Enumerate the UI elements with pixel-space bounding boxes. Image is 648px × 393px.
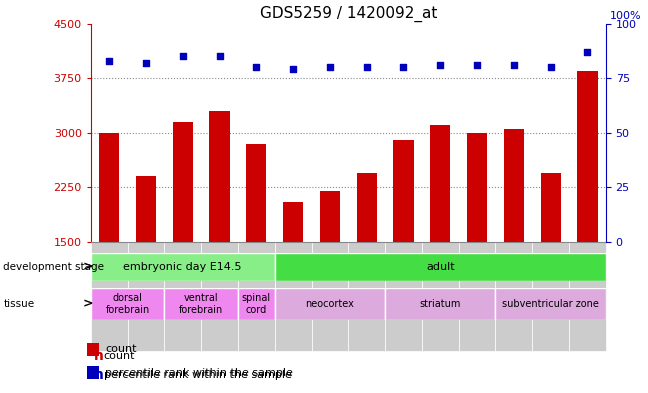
- Text: dorsal
forebrain: dorsal forebrain: [106, 294, 150, 315]
- Bar: [172, 122, 193, 242]
- Title: GDS5259 / 1420092_at: GDS5259 / 1420092_at: [260, 6, 437, 22]
- Point: [178, 53, 188, 59]
- Bar: [209, 111, 229, 242]
- Point: [141, 60, 151, 66]
- Text: 100%: 100%: [610, 11, 642, 21]
- Point: [583, 49, 593, 55]
- Text: spinal
cord: spinal cord: [242, 294, 271, 315]
- Text: embryonic day E14.5: embryonic day E14.5: [124, 262, 242, 272]
- Bar: [283, 202, 303, 242]
- Bar: [91, 242, 128, 351]
- Point: [472, 62, 482, 68]
- Bar: [136, 176, 156, 242]
- Bar: [385, 288, 496, 320]
- Bar: [577, 71, 597, 242]
- Bar: [201, 242, 238, 351]
- Bar: [430, 125, 450, 242]
- Point: [325, 64, 335, 70]
- Bar: [459, 242, 496, 351]
- Bar: [319, 191, 340, 242]
- Text: n: n: [94, 349, 104, 363]
- Bar: [91, 288, 165, 320]
- Bar: [238, 242, 275, 351]
- Point: [509, 62, 519, 68]
- Point: [251, 64, 262, 70]
- Bar: [532, 242, 569, 351]
- Bar: [165, 288, 238, 320]
- Point: [435, 62, 445, 68]
- Bar: [385, 242, 422, 351]
- Text: >: >: [82, 260, 93, 274]
- Bar: [393, 140, 413, 242]
- Point: [546, 64, 556, 70]
- Bar: [275, 288, 385, 320]
- Bar: [312, 242, 348, 351]
- Bar: [496, 242, 532, 351]
- Text: ventral
forebrain: ventral forebrain: [179, 294, 224, 315]
- Text: percentile rank within the sample: percentile rank within the sample: [105, 368, 293, 378]
- Text: striatum: striatum: [420, 299, 461, 309]
- Text: >: >: [82, 298, 93, 311]
- Point: [288, 66, 298, 73]
- Text: subventricular zone: subventricular zone: [502, 299, 599, 309]
- Text: neocortex: neocortex: [305, 299, 354, 309]
- Bar: [503, 129, 524, 242]
- Bar: [238, 288, 275, 320]
- Text: n: n: [94, 368, 104, 382]
- Bar: [246, 143, 266, 242]
- Bar: [275, 253, 606, 281]
- Point: [399, 64, 409, 70]
- Bar: [496, 288, 606, 320]
- Point: [214, 53, 225, 59]
- Bar: [275, 242, 312, 351]
- Text: count: count: [104, 351, 135, 361]
- Point: [362, 64, 372, 70]
- Bar: [467, 132, 487, 242]
- Bar: [87, 343, 98, 356]
- Text: percentile rank within the sample: percentile rank within the sample: [104, 370, 292, 380]
- Text: tissue: tissue: [3, 299, 34, 309]
- Text: count: count: [105, 344, 137, 354]
- Bar: [165, 242, 201, 351]
- Bar: [540, 173, 561, 242]
- Point: [104, 57, 114, 64]
- Bar: [87, 366, 98, 380]
- Bar: [128, 242, 165, 351]
- Bar: [356, 173, 377, 242]
- Bar: [91, 253, 275, 281]
- Text: adult: adult: [426, 262, 455, 272]
- Bar: [348, 242, 385, 351]
- Text: development stage: development stage: [3, 262, 104, 272]
- Bar: [569, 242, 606, 351]
- Bar: [422, 242, 459, 351]
- Bar: [99, 132, 119, 242]
